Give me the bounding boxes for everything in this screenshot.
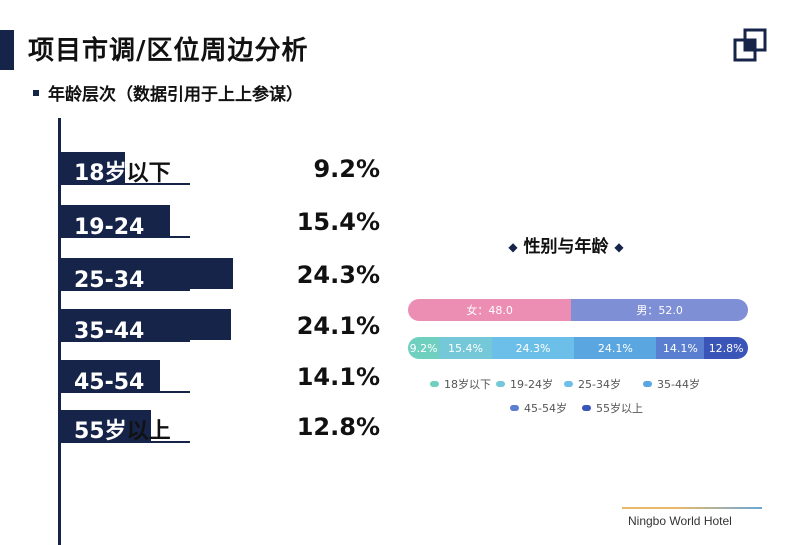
- legend-item: 55岁以上: [582, 400, 643, 416]
- age-bar-baseline: [60, 289, 190, 291]
- gender-age-title: ◆ 性别与年龄 ◆: [492, 232, 640, 257]
- age-bar-baseline: [60, 441, 190, 443]
- age-bar-value: 12.8%: [296, 413, 380, 441]
- age-bar: [60, 205, 170, 236]
- age-bar-label-main: 55岁: [74, 419, 127, 444]
- age-bar-label: 19-24: [74, 215, 144, 240]
- age-bar: [60, 410, 151, 441]
- legend-item: 25-34岁: [564, 376, 621, 392]
- legend-label: 19-24岁: [510, 378, 553, 391]
- legend-swatch: [496, 381, 505, 387]
- stacked-segment: 15.4%: [439, 337, 492, 359]
- age-bar-label: 45-54: [74, 370, 144, 395]
- legend-swatch: [643, 381, 652, 387]
- diamond-left-icon: ◆: [508, 240, 518, 254]
- stacked-segment: 女：48.0: [408, 299, 572, 321]
- legend-swatch: [510, 405, 519, 411]
- age-bar-row: 55岁以上 12.8%: [60, 410, 390, 444]
- age-bar-label-main: 18岁: [74, 161, 127, 186]
- page-title: 项目市调/区位周边分析: [28, 36, 309, 66]
- legend-swatch: [564, 381, 573, 387]
- stacked-segment: 男：52.0: [571, 299, 748, 321]
- age-bar-label: 25-34: [74, 268, 144, 293]
- age-bar: [60, 309, 231, 340]
- legend-item: 18岁以下: [430, 376, 491, 392]
- logo-icon: [733, 28, 767, 62]
- age-bar-label: 55岁以上: [74, 413, 171, 445]
- age-bar-value: 14.1%: [296, 363, 380, 391]
- age-bar-label: 35-44: [74, 319, 144, 344]
- age-bar-value: 24.3%: [296, 261, 380, 289]
- age-bar-value: 9.2%: [313, 155, 380, 183]
- footer-divider: [622, 507, 762, 509]
- age-bar-row: 35-44 24.1%: [60, 309, 390, 344]
- gender-stacked-bar: 女：48.0 男：52.0: [408, 299, 748, 321]
- age-bar: [60, 258, 233, 289]
- age-bar-label: 18岁以下: [74, 155, 171, 187]
- legend-label: 35-44岁: [657, 378, 700, 391]
- stacked-segment: 12.8%: [704, 337, 748, 359]
- legend-label: 55岁以上: [596, 402, 643, 415]
- age-bar-baseline: [60, 183, 190, 185]
- age-bar-row: 18岁以下 9.2%: [60, 152, 390, 186]
- gender-age-title-text: 性别与年龄: [523, 237, 609, 257]
- age-bar-row: 45-54 14.1%: [60, 360, 390, 395]
- diamond-right-icon: ◆: [614, 240, 624, 254]
- bar-chart-axis: [58, 118, 61, 545]
- age-bar-label-main: 35-44: [74, 319, 145, 344]
- age-bar-value: 15.4%: [296, 208, 380, 236]
- legend-item: 35-44岁: [643, 376, 700, 392]
- age-bar-label-main: 25-34: [74, 268, 145, 293]
- legend-item: 45-54岁: [510, 400, 567, 416]
- legend-label: 45-54岁: [524, 402, 567, 415]
- age-bar-label-main: 45-54: [74, 370, 145, 395]
- legend-swatch: [582, 405, 591, 411]
- age-bar-baseline: [60, 236, 190, 238]
- age-bar-row: 25-34 24.3%: [60, 258, 390, 293]
- age-bar-baseline: [60, 391, 190, 393]
- age-bar-label-main: 19-24: [74, 215, 145, 240]
- age-bar-label-suffix: 以上: [126, 419, 171, 444]
- stacked-segment: 14.1%: [656, 337, 705, 359]
- age-bar-baseline: [60, 340, 190, 342]
- legend-item: 19-24岁: [496, 376, 553, 392]
- age-bar: [60, 360, 160, 391]
- age-bar-row: 19-24 15.4%: [60, 205, 390, 240]
- legend-label: 25-34岁: [578, 378, 621, 391]
- section-subtitle: 年龄层次（数据引用于上上参谋）: [48, 85, 303, 105]
- age-bar-label-suffix: 以下: [126, 161, 171, 186]
- legend-swatch: [430, 381, 439, 387]
- stacked-segment: 24.3%: [491, 337, 575, 359]
- stacked-segment: 9.2%: [408, 337, 440, 359]
- legend-label: 18岁以下: [444, 378, 491, 391]
- age-stacked-bar: 9.2% 15.4% 24.3% 24.1% 14.1% 12.8%: [408, 337, 748, 359]
- title-accent-bar: [0, 30, 14, 70]
- age-bar: [60, 152, 125, 183]
- subtitle-bullet: [33, 90, 39, 96]
- stacked-segment: 24.1%: [574, 337, 657, 359]
- footer-hotel-name: Ningbo World Hotel: [628, 514, 732, 528]
- age-bar-value: 24.1%: [296, 312, 380, 340]
